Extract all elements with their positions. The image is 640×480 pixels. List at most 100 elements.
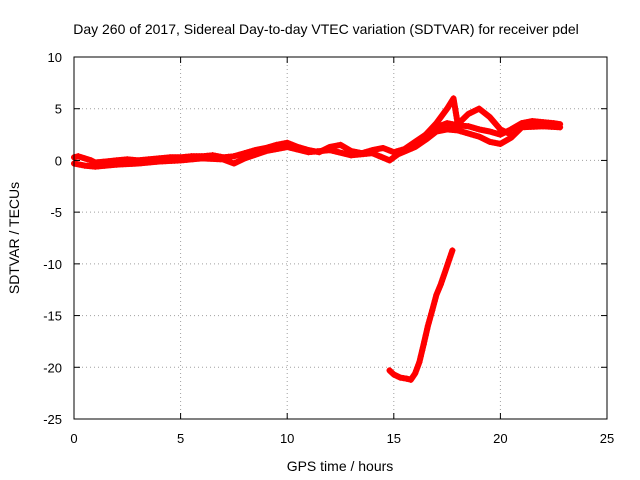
data-point — [505, 130, 512, 137]
data-point — [460, 128, 467, 135]
data-point — [423, 329, 430, 336]
data-point — [430, 304, 437, 311]
data-point — [438, 122, 445, 129]
data-point — [481, 136, 488, 143]
data-point — [257, 149, 264, 156]
data-point — [432, 294, 439, 301]
data-point — [393, 373, 400, 380]
data-point — [339, 150, 346, 157]
y-axis-title: SDTVAR / TECUs — [6, 182, 22, 294]
data-point — [241, 155, 248, 162]
data-point — [290, 145, 297, 152]
data-point — [502, 128, 509, 135]
data-point — [447, 253, 454, 260]
data-point — [422, 332, 429, 339]
data-point — [241, 150, 248, 157]
data-point — [246, 153, 253, 160]
data-point — [557, 124, 564, 131]
data-point — [494, 130, 501, 137]
data-point — [454, 127, 461, 134]
y-tick-label: -20 — [43, 360, 62, 375]
data-point — [222, 157, 229, 164]
y-tick-label: -15 — [43, 309, 62, 324]
data-point — [238, 156, 245, 163]
data-point — [428, 310, 435, 317]
data-point — [470, 124, 477, 131]
data-point — [230, 153, 237, 160]
data-point — [415, 361, 422, 368]
data-point — [448, 250, 455, 257]
data-point — [395, 151, 402, 158]
data-point — [284, 143, 291, 150]
data-point — [413, 367, 420, 374]
data-point — [492, 130, 499, 137]
y-tick-label: 5 — [55, 102, 62, 117]
data-point — [414, 364, 421, 371]
y-tick-label: 0 — [55, 153, 62, 168]
y-tick-label: -5 — [50, 205, 62, 220]
data-point — [443, 266, 450, 273]
data-point — [380, 155, 387, 162]
data-point — [369, 150, 376, 157]
data-point — [249, 152, 256, 159]
data-point — [342, 150, 349, 157]
data-point — [287, 144, 294, 151]
data-point — [296, 146, 303, 153]
data-point — [430, 301, 437, 308]
data-point — [425, 319, 432, 326]
data-point — [332, 148, 339, 155]
data-point — [230, 160, 237, 167]
data-point — [473, 125, 480, 132]
data-point — [326, 147, 333, 154]
data-point — [416, 359, 423, 366]
data-point — [439, 275, 446, 282]
data-point — [500, 127, 507, 134]
data-point — [244, 154, 251, 161]
data-point — [497, 126, 504, 133]
data-point — [403, 375, 410, 382]
data-point — [476, 133, 483, 140]
data-point — [441, 269, 448, 276]
data-point — [468, 124, 475, 131]
plot-border — [73, 56, 608, 420]
x-tick-label: 0 — [70, 431, 77, 446]
data-point — [412, 370, 419, 377]
series-line — [386, 247, 456, 383]
data-point — [427, 313, 434, 320]
data-point — [385, 147, 392, 154]
data-point — [388, 148, 395, 155]
data-point — [302, 148, 309, 155]
data-point — [478, 134, 485, 141]
data-point — [429, 307, 436, 314]
data-point — [473, 132, 480, 139]
data-point — [440, 272, 447, 279]
data-point — [444, 262, 451, 269]
data-point — [417, 353, 424, 360]
data-point — [420, 341, 427, 348]
x-tick-label: 5 — [177, 431, 184, 446]
data-point — [375, 152, 382, 159]
data-point — [228, 159, 235, 166]
data-point — [236, 151, 243, 158]
data-point — [397, 150, 404, 157]
x-tick-label: 15 — [387, 431, 401, 446]
data-point — [468, 109, 475, 116]
x-axis-title: GPS time / hours — [287, 458, 394, 474]
x-tick-label: 25 — [600, 431, 614, 446]
data-point — [380, 145, 387, 152]
data-point — [418, 350, 425, 357]
data-point — [449, 247, 456, 254]
data-point — [238, 150, 245, 157]
data-point — [424, 326, 431, 333]
y-tick-label: -10 — [43, 257, 62, 272]
data-point — [489, 129, 496, 136]
data-point — [75, 153, 82, 160]
chart-title: Day 260 of 2017, Sidereal Day-to-day VTE… — [73, 21, 579, 37]
data-point — [445, 259, 452, 266]
data-point — [409, 145, 416, 152]
data-point — [299, 147, 306, 154]
data-point — [403, 147, 410, 154]
data-point — [508, 131, 515, 138]
x-tick-label: 20 — [493, 431, 507, 446]
